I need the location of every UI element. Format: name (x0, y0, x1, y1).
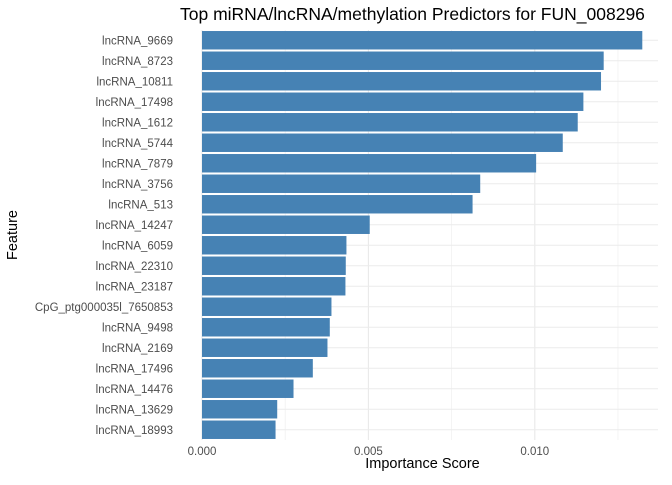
bar (202, 215, 370, 234)
bar (202, 113, 578, 132)
y-tick-label: lncRNA_14476 (96, 384, 173, 396)
y-tick-label: lncRNA_14247 (96, 220, 173, 232)
y-tick-label: lncRNA_8723 (102, 56, 173, 68)
bar (202, 236, 347, 255)
x-axis-title: Importance Score (365, 456, 480, 472)
bar (202, 379, 294, 398)
x-tick-labels: 0.000 0.005 0.010 (188, 446, 550, 458)
bar (202, 359, 313, 378)
bar (202, 31, 643, 50)
x-tick-label: 0.010 (520, 446, 549, 458)
y-tick-label: CpG_ptg000035l_7650853 (35, 302, 173, 314)
y-tick-label: lncRNA_22310 (96, 261, 173, 273)
y-axis-title: Feature (5, 210, 21, 260)
bar (202, 420, 276, 439)
bar (202, 133, 563, 152)
y-tick-label: lncRNA_1612 (102, 117, 173, 129)
chart-title: Top miRNA/lncRNA/methylation Predictors … (180, 4, 645, 24)
bar (202, 72, 602, 91)
bar (202, 195, 473, 214)
bar (202, 318, 330, 337)
y-tick-label: lncRNA_17496 (96, 363, 173, 375)
grid-lines (201, 30, 658, 440)
bar (202, 154, 537, 173)
y-tick-label: lncRNA_6059 (102, 240, 173, 252)
y-tick-labels: lncRNA_9669 lncRNA_8723 lncRNA_10811 lncRNA… (35, 35, 174, 437)
bar (202, 92, 584, 111)
y-tick-label: lncRNA_2169 (102, 343, 173, 355)
bar (202, 400, 278, 419)
bar (202, 277, 346, 296)
y-tick-label: lncRNA_7879 (102, 158, 173, 170)
bar (202, 338, 328, 357)
y-tick-label: lncRNA_18993 (96, 425, 173, 437)
bar (202, 297, 332, 316)
y-tick-label: lncRNA_13629 (96, 404, 173, 416)
bar (202, 174, 481, 193)
y-tick-label: lncRNA_9669 (102, 35, 173, 47)
x-tick-label: 0.005 (354, 446, 383, 458)
y-tick-label: lncRNA_9498 (102, 322, 173, 334)
y-tick-label: lncRNA_10811 (96, 76, 173, 88)
bars (202, 31, 643, 439)
y-tick-label: lncRNA_5744 (102, 138, 174, 150)
y-tick-label: lncRNA_17498 (96, 97, 173, 109)
x-tick-label: 0.000 (188, 446, 217, 458)
y-tick-label: lncRNA_3756 (102, 179, 173, 191)
bar (202, 256, 346, 275)
y-tick-label: lncRNA_513 (108, 199, 173, 211)
bar (202, 51, 604, 70)
y-tick-label: lncRNA_23187 (96, 281, 173, 293)
